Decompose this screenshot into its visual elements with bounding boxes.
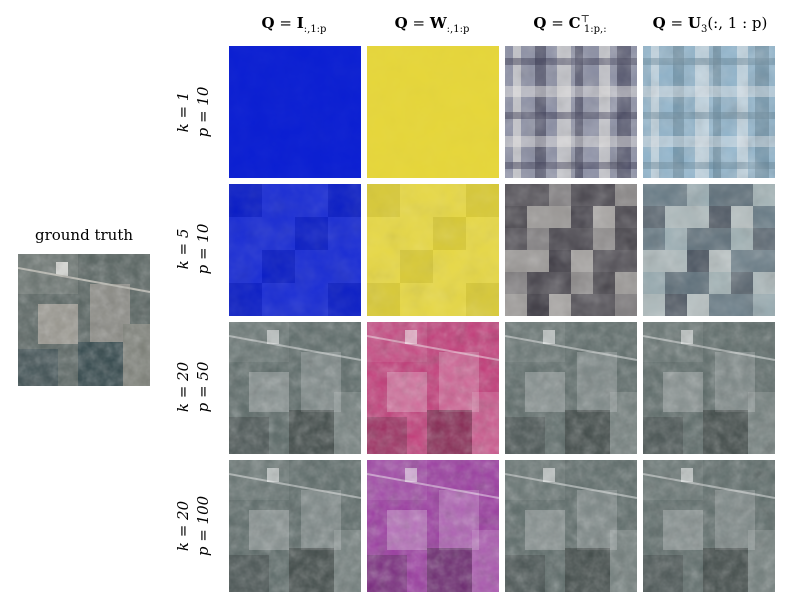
reconstruction-image <box>643 46 775 178</box>
reconstruction-image <box>505 322 637 454</box>
row-p-label: p = 50 <box>194 361 212 413</box>
reconstruction-image <box>367 460 499 592</box>
column-header-u3: Q = U3(:, 1 : p) <box>652 14 768 35</box>
row-k-label: k = 5 <box>174 228 192 270</box>
row-label-3: k = 20 p = 50 <box>173 322 213 452</box>
reconstruction-image <box>367 184 499 316</box>
reconstruction-image <box>643 460 775 592</box>
reconstruction-image <box>505 184 637 316</box>
column-header-w: Q = W:,1:p <box>394 14 470 35</box>
reconstruction-image <box>367 46 499 178</box>
ground-truth-title: ground truth <box>34 226 134 244</box>
reconstruction-image <box>643 184 775 316</box>
reconstruction-image <box>643 322 775 454</box>
row-label-4: k = 20 p = 100 <box>173 461 213 591</box>
row-k-label: k = 20 <box>174 500 192 552</box>
reconstruction-image <box>229 460 361 592</box>
row-p-label: p = 10 <box>194 223 212 275</box>
reconstruction-image <box>229 46 361 178</box>
row-k-label: k = 20 <box>174 361 192 413</box>
row-label-2: k = 5 p = 10 <box>173 184 213 314</box>
reconstruction-image <box>229 322 361 454</box>
row-p-label: p = 100 <box>194 495 212 557</box>
ground-truth-image <box>18 254 150 386</box>
reconstruction-image <box>505 46 637 178</box>
row-k-label: k = 1 <box>174 91 192 133</box>
row-p-label: p = 10 <box>194 86 212 138</box>
reconstruction-image <box>505 460 637 592</box>
column-header-c: Q = C⊤1:p,: <box>533 14 607 35</box>
column-header-identity: Q = I:,1:p <box>261 14 327 35</box>
reconstruction-image <box>367 322 499 454</box>
row-label-1: k = 1 p = 10 <box>173 47 213 177</box>
reconstruction-image <box>229 184 361 316</box>
